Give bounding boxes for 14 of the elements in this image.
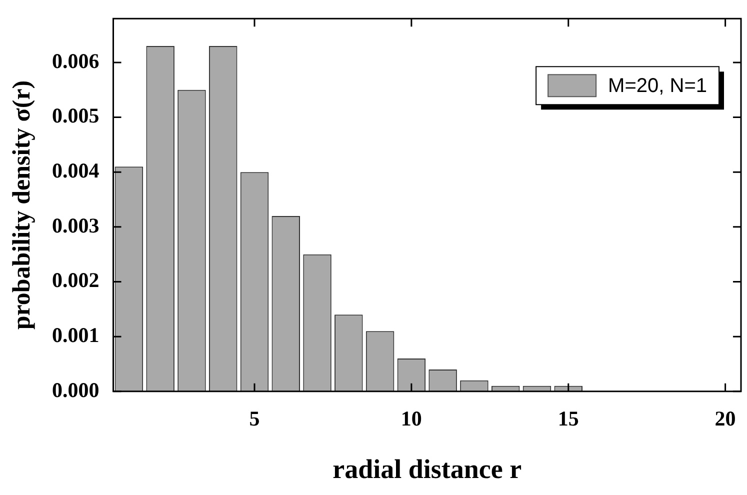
y-tick-label: 0.001 <box>52 323 100 347</box>
x-axis-title: radial distance r <box>332 454 522 484</box>
y-tick-label: 0.006 <box>52 48 100 73</box>
x-tick-label: 10 <box>400 406 422 430</box>
y-tick-label: 0.002 <box>52 268 100 292</box>
legend-label: M=20, N=1 <box>608 75 708 98</box>
y-tick-label: 0.005 <box>52 104 100 128</box>
x-tick-label: 20 <box>714 406 736 430</box>
y-tick-label: 0.004 <box>52 158 100 183</box>
y-tick-label: 0.003 <box>52 213 100 238</box>
x-tick-label: 5 <box>249 406 260 430</box>
y-axis-title: probability density σ(r) <box>8 80 36 330</box>
y-tick-label: 0.000 <box>52 378 100 402</box>
x-tick-label: 15 <box>558 406 579 430</box>
